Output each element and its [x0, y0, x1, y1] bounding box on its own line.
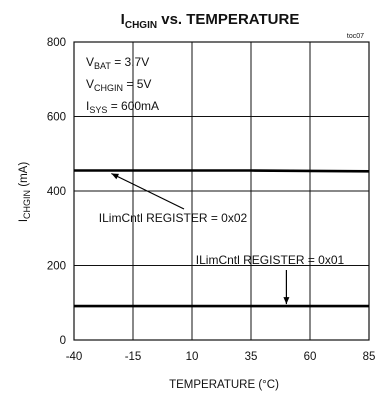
chart-title: ICHGIN vs. TEMPERATURE [121, 11, 300, 31]
figure-code: toc07 [347, 33, 364, 40]
x-tick-label: 10 [186, 351, 199, 363]
plot-frame [73, 41, 370, 341]
y-tick-label: 600 [47, 112, 66, 124]
y-tick-label: 800 [47, 37, 66, 49]
tick-labels: -40 -15 10 35 60 85 0 200 400 600 800 [47, 37, 376, 363]
annotation-0x02-leader [111, 172, 185, 210]
condition-vchgin: VCHGIN = 5V [86, 77, 151, 93]
condition-isys: ISYS = 600mA [86, 99, 159, 115]
annotation-label-0x01: ILimCntl REGISTER = 0x01 [196, 253, 345, 267]
y-tick-label: 200 [47, 261, 66, 273]
x-tick-label: -40 [66, 351, 83, 363]
x-tick-label: 85 [363, 351, 376, 363]
y-axis-label: ICHGIN (mA) [18, 162, 32, 222]
y-tick-label: 0 [60, 335, 66, 347]
series-line-0 [74, 169, 370, 173]
annotation-label-0x02: ILimCntl REGISTER = 0x02 [99, 211, 248, 225]
annotation-0x01-arrowhead [283, 297, 290, 305]
y-tick-label: 400 [47, 186, 66, 198]
annotations: ILimCntl REGISTER = 0x02 ILimCntl REGISTE… [99, 172, 345, 305]
condition-vbat: VBAT = 3.7V [86, 55, 149, 71]
x-axis-label: TEMPERATURE (°C) [169, 379, 279, 391]
x-tick-label: -15 [125, 351, 142, 363]
annotation-0x02-arrowhead [111, 173, 120, 180]
x-tick-label: 60 [304, 351, 317, 363]
series-group [74, 169, 370, 308]
grid [73, 41, 370, 341]
x-tick-label: 35 [245, 351, 258, 363]
test-conditions: VBAT = 3.7V VCHGIN = 5V ISYS = 600mA [86, 55, 159, 115]
